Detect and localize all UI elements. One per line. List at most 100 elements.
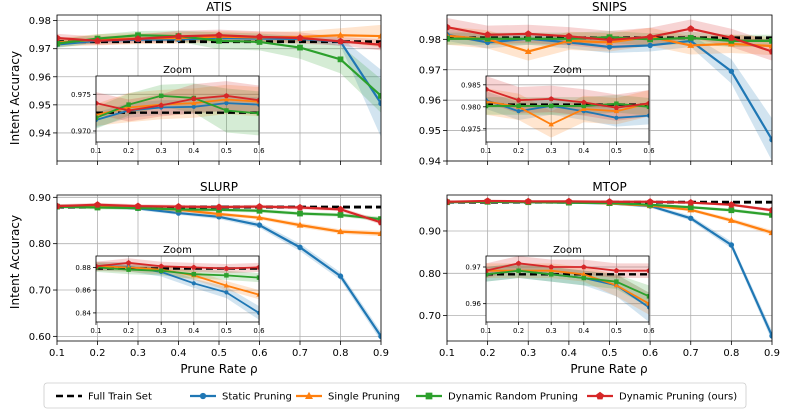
y-tick-label: 0.80 bbox=[419, 269, 441, 280]
y-tick-label: 0.86 bbox=[75, 287, 91, 295]
x-tick-label: 0.6 bbox=[642, 348, 658, 359]
x-axis-label-left: Prune Rate ρ bbox=[180, 362, 257, 376]
data-point-dynamic bbox=[57, 202, 61, 210]
axes-frame bbox=[95, 255, 260, 323]
data-point-dynamic bbox=[524, 30, 532, 37]
data-point-dynamic bbox=[256, 202, 263, 210]
x-tick-label: 0.6 bbox=[253, 147, 265, 155]
axes-frame bbox=[485, 255, 650, 323]
data-point-static bbox=[646, 305, 649, 310]
data-point-random bbox=[126, 102, 131, 107]
data-point-single bbox=[613, 108, 620, 114]
data-point-single bbox=[548, 267, 554, 273]
legend-label: Single Pruning bbox=[328, 392, 400, 403]
data-point-single bbox=[548, 121, 554, 127]
legend-label: Static Pruning bbox=[222, 392, 292, 403]
data-point-dynamic bbox=[94, 201, 101, 208]
data-point-single bbox=[768, 42, 772, 49]
data-point-random bbox=[447, 35, 450, 42]
legend-label: Dynamic Random Pruning bbox=[448, 392, 578, 403]
y-tick-label: 0.94 bbox=[419, 157, 441, 168]
plot-area bbox=[57, 24, 381, 138]
data-point-static bbox=[728, 68, 735, 74]
data-point-single bbox=[486, 98, 489, 104]
data-point-dynamic bbox=[687, 25, 695, 32]
data-point-random bbox=[158, 268, 164, 274]
data-point-single bbox=[687, 41, 695, 48]
data-point-dynamic bbox=[223, 265, 230, 271]
y-tick-label: 0.84 bbox=[75, 309, 91, 317]
confidence-band-static bbox=[57, 35, 381, 138]
data-point-random bbox=[525, 35, 532, 42]
data-point-single bbox=[524, 47, 532, 55]
data-point-dynamic bbox=[377, 41, 381, 48]
x-tick-label: 0.9 bbox=[764, 348, 780, 359]
legend: Full Train Set Static Pruning Single Pruni… bbox=[43, 382, 747, 409]
y-tick-label: 0.970 bbox=[71, 127, 91, 135]
y-tick-label: 0.96 bbox=[29, 72, 51, 83]
data-point-single bbox=[646, 300, 649, 306]
data-point-random bbox=[126, 267, 131, 272]
legend-marker bbox=[305, 391, 313, 399]
data-point-static bbox=[256, 222, 263, 228]
data-point-dynamic bbox=[581, 99, 587, 105]
x-tick-label: 0.6 bbox=[643, 327, 655, 335]
data-point-dynamic bbox=[515, 97, 522, 103]
data-point-single bbox=[727, 216, 735, 223]
panel-title: SLURP bbox=[200, 180, 238, 194]
data-point-single bbox=[377, 32, 381, 39]
data-point-static bbox=[224, 101, 229, 106]
data-point-dynamic bbox=[565, 197, 573, 205]
data-point-dynamic bbox=[223, 93, 230, 99]
y-tick-label: 0.985 bbox=[461, 81, 481, 89]
data-point-random bbox=[256, 39, 263, 45]
data-point-single bbox=[223, 282, 230, 288]
data-point-single bbox=[256, 291, 259, 297]
data-point-dynamic bbox=[125, 107, 132, 113]
x-tick-label: 0.1 bbox=[90, 327, 101, 335]
data-point-dynamic bbox=[484, 31, 492, 38]
data-point-dynamic bbox=[296, 34, 304, 41]
x-tick-label: 0.3 bbox=[156, 147, 167, 155]
data-point-dynamic bbox=[687, 199, 695, 206]
data-point-random bbox=[646, 104, 649, 110]
data-point-random bbox=[486, 103, 489, 109]
data-point-random bbox=[548, 272, 554, 277]
legend-marker bbox=[596, 391, 604, 400]
x-tick-label: 0.4 bbox=[578, 327, 590, 335]
data-point-random bbox=[224, 273, 229, 278]
zoom-inset: 0.1 0.2 0.3 0.4 0.5 0.6 0.970 0.975 Zoom bbox=[71, 65, 265, 155]
x-tick-label: 0.3 bbox=[156, 327, 167, 335]
axes-frame bbox=[95, 75, 260, 143]
series-line-random bbox=[96, 266, 259, 279]
data-point-random bbox=[687, 34, 694, 41]
x-tick-label: 0.2 bbox=[90, 348, 106, 359]
data-point-static bbox=[378, 333, 381, 340]
data-point-dynamic bbox=[191, 264, 197, 270]
x-tick-label: 0.2 bbox=[123, 147, 134, 155]
zoom-title: Zoom bbox=[163, 65, 192, 76]
data-point-dynamic bbox=[613, 104, 620, 110]
data-point-dynamic bbox=[486, 267, 489, 273]
x-tick-label: 0.3 bbox=[546, 147, 557, 155]
x-tick-label: 0.6 bbox=[252, 348, 268, 359]
x-tick-label: 0.3 bbox=[520, 348, 536, 359]
data-point-random bbox=[769, 37, 772, 44]
legend-item-dynamic: Dynamic Pruning (ours) bbox=[587, 392, 737, 403]
panel-title: SNIPS bbox=[592, 0, 627, 14]
data-point-random bbox=[581, 103, 587, 109]
data-point-random bbox=[256, 111, 259, 116]
y-axis-label-bottom: Intent Accuracy bbox=[8, 215, 22, 309]
data-point-random bbox=[614, 101, 619, 106]
data-point-dynamic bbox=[727, 201, 735, 208]
data-point-random bbox=[646, 294, 649, 299]
y-tick-label: 0.95 bbox=[419, 126, 441, 137]
plot-area bbox=[447, 197, 772, 341]
data-point-single bbox=[296, 221, 304, 228]
confidence-band-single bbox=[96, 84, 259, 126]
data-point-dynamic bbox=[646, 100, 649, 106]
data-point-random bbox=[337, 212, 344, 218]
data-point-random bbox=[256, 275, 259, 280]
data-point-dynamic bbox=[646, 33, 654, 40]
data-point-dynamic bbox=[515, 260, 522, 266]
